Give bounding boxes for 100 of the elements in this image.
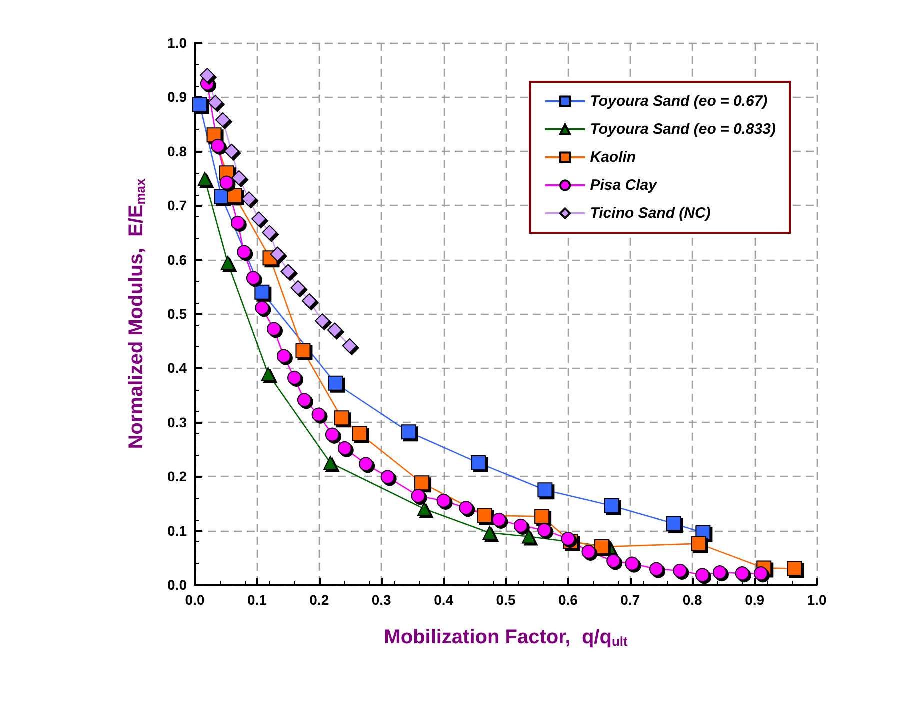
point (477, 508, 492, 524)
point (514, 518, 528, 533)
point (242, 192, 257, 207)
point (538, 523, 552, 538)
legend-label: Toyoura Sand (eo = 0.833) (590, 121, 776, 138)
x-tick-label: 0.8 (682, 592, 703, 608)
point (328, 376, 344, 391)
point (401, 424, 416, 440)
point (666, 516, 682, 532)
point (327, 322, 342, 338)
point (342, 338, 358, 354)
point (334, 410, 350, 426)
point (482, 526, 497, 540)
y-tick-label: 0.7 (168, 198, 188, 214)
x-tick-label: 0.4 (434, 592, 454, 608)
y-tick-label: 1.0 (168, 35, 188, 51)
legend-label: Toyoura Sand (eo = 0.67) (590, 93, 768, 110)
y-tick-label: 0.4 (168, 360, 188, 376)
y-tick-label: 0.0 (168, 577, 188, 593)
point (237, 245, 252, 260)
point (280, 264, 296, 280)
point (276, 349, 291, 364)
point (252, 212, 267, 227)
point (471, 456, 486, 471)
point (254, 284, 270, 300)
x-tick-label: 0.1 (247, 592, 268, 608)
point (712, 566, 727, 580)
point (232, 170, 247, 186)
x-tick-label: 0.0 (185, 592, 205, 608)
point (315, 314, 330, 329)
x-tick-label: 0.2 (310, 592, 330, 608)
x-tick-label: 0.5 (496, 592, 516, 608)
y-tick-label: 0.2 (168, 468, 188, 485)
point (492, 512, 506, 527)
point (208, 95, 224, 110)
y-axis-title: Normalized Modulus, E/Emax (126, 178, 148, 450)
point (297, 393, 312, 408)
point (561, 532, 576, 546)
point (625, 556, 640, 571)
point (582, 544, 596, 559)
point (534, 509, 550, 524)
point (787, 561, 802, 576)
point (230, 216, 245, 230)
point (414, 476, 430, 491)
y-tick-label: 0.8 (168, 143, 188, 160)
point (312, 408, 326, 422)
x-tick-label: 1.0 (807, 592, 827, 608)
point (255, 301, 270, 316)
point (262, 225, 278, 240)
point (459, 501, 474, 516)
x-tick-label: 0.6 (558, 592, 578, 608)
legend-label: Ticino Sand (NC) (590, 205, 711, 222)
point (215, 112, 230, 128)
point (211, 138, 226, 153)
point (290, 280, 306, 296)
legend-label: Pisa Clay (590, 177, 658, 194)
y-tick-label: 0.3 (168, 414, 188, 430)
point (604, 498, 620, 514)
point (198, 172, 212, 186)
point (192, 97, 208, 112)
point (325, 428, 340, 442)
point (380, 470, 395, 484)
y-tick-label: 0.6 (168, 252, 188, 268)
point (214, 189, 230, 204)
point (436, 494, 451, 508)
point (696, 568, 710, 582)
point (754, 566, 768, 581)
point (220, 256, 235, 270)
x-tick-label: 0.7 (620, 592, 640, 608)
point (411, 489, 426, 504)
point (338, 441, 352, 456)
x-tick-label: 0.3 (372, 592, 392, 608)
point (359, 457, 374, 472)
point (606, 554, 621, 568)
point (650, 562, 664, 576)
point (352, 426, 368, 442)
point (270, 246, 286, 262)
legend-label: Kaolin (590, 149, 636, 166)
point (538, 482, 553, 498)
point (220, 176, 234, 190)
point (673, 564, 688, 578)
point (418, 502, 432, 516)
x-tick-label: 0.9 (745, 592, 765, 608)
point (594, 540, 610, 555)
point (324, 456, 338, 470)
point (735, 566, 750, 581)
y-tick-label: 0.1 (168, 522, 188, 539)
point (691, 536, 706, 552)
point (302, 293, 317, 308)
point (267, 322, 281, 336)
point (200, 68, 215, 84)
x-axis-title: Mobilization Factor, q/qult (384, 626, 628, 649)
point (227, 188, 242, 204)
point (288, 370, 302, 385)
y-tick-label: 0.9 (168, 89, 188, 106)
point (246, 271, 260, 286)
point (224, 144, 240, 159)
y-tick-label: 0.5 (168, 306, 188, 322)
point (522, 530, 536, 544)
point (296, 343, 311, 358)
